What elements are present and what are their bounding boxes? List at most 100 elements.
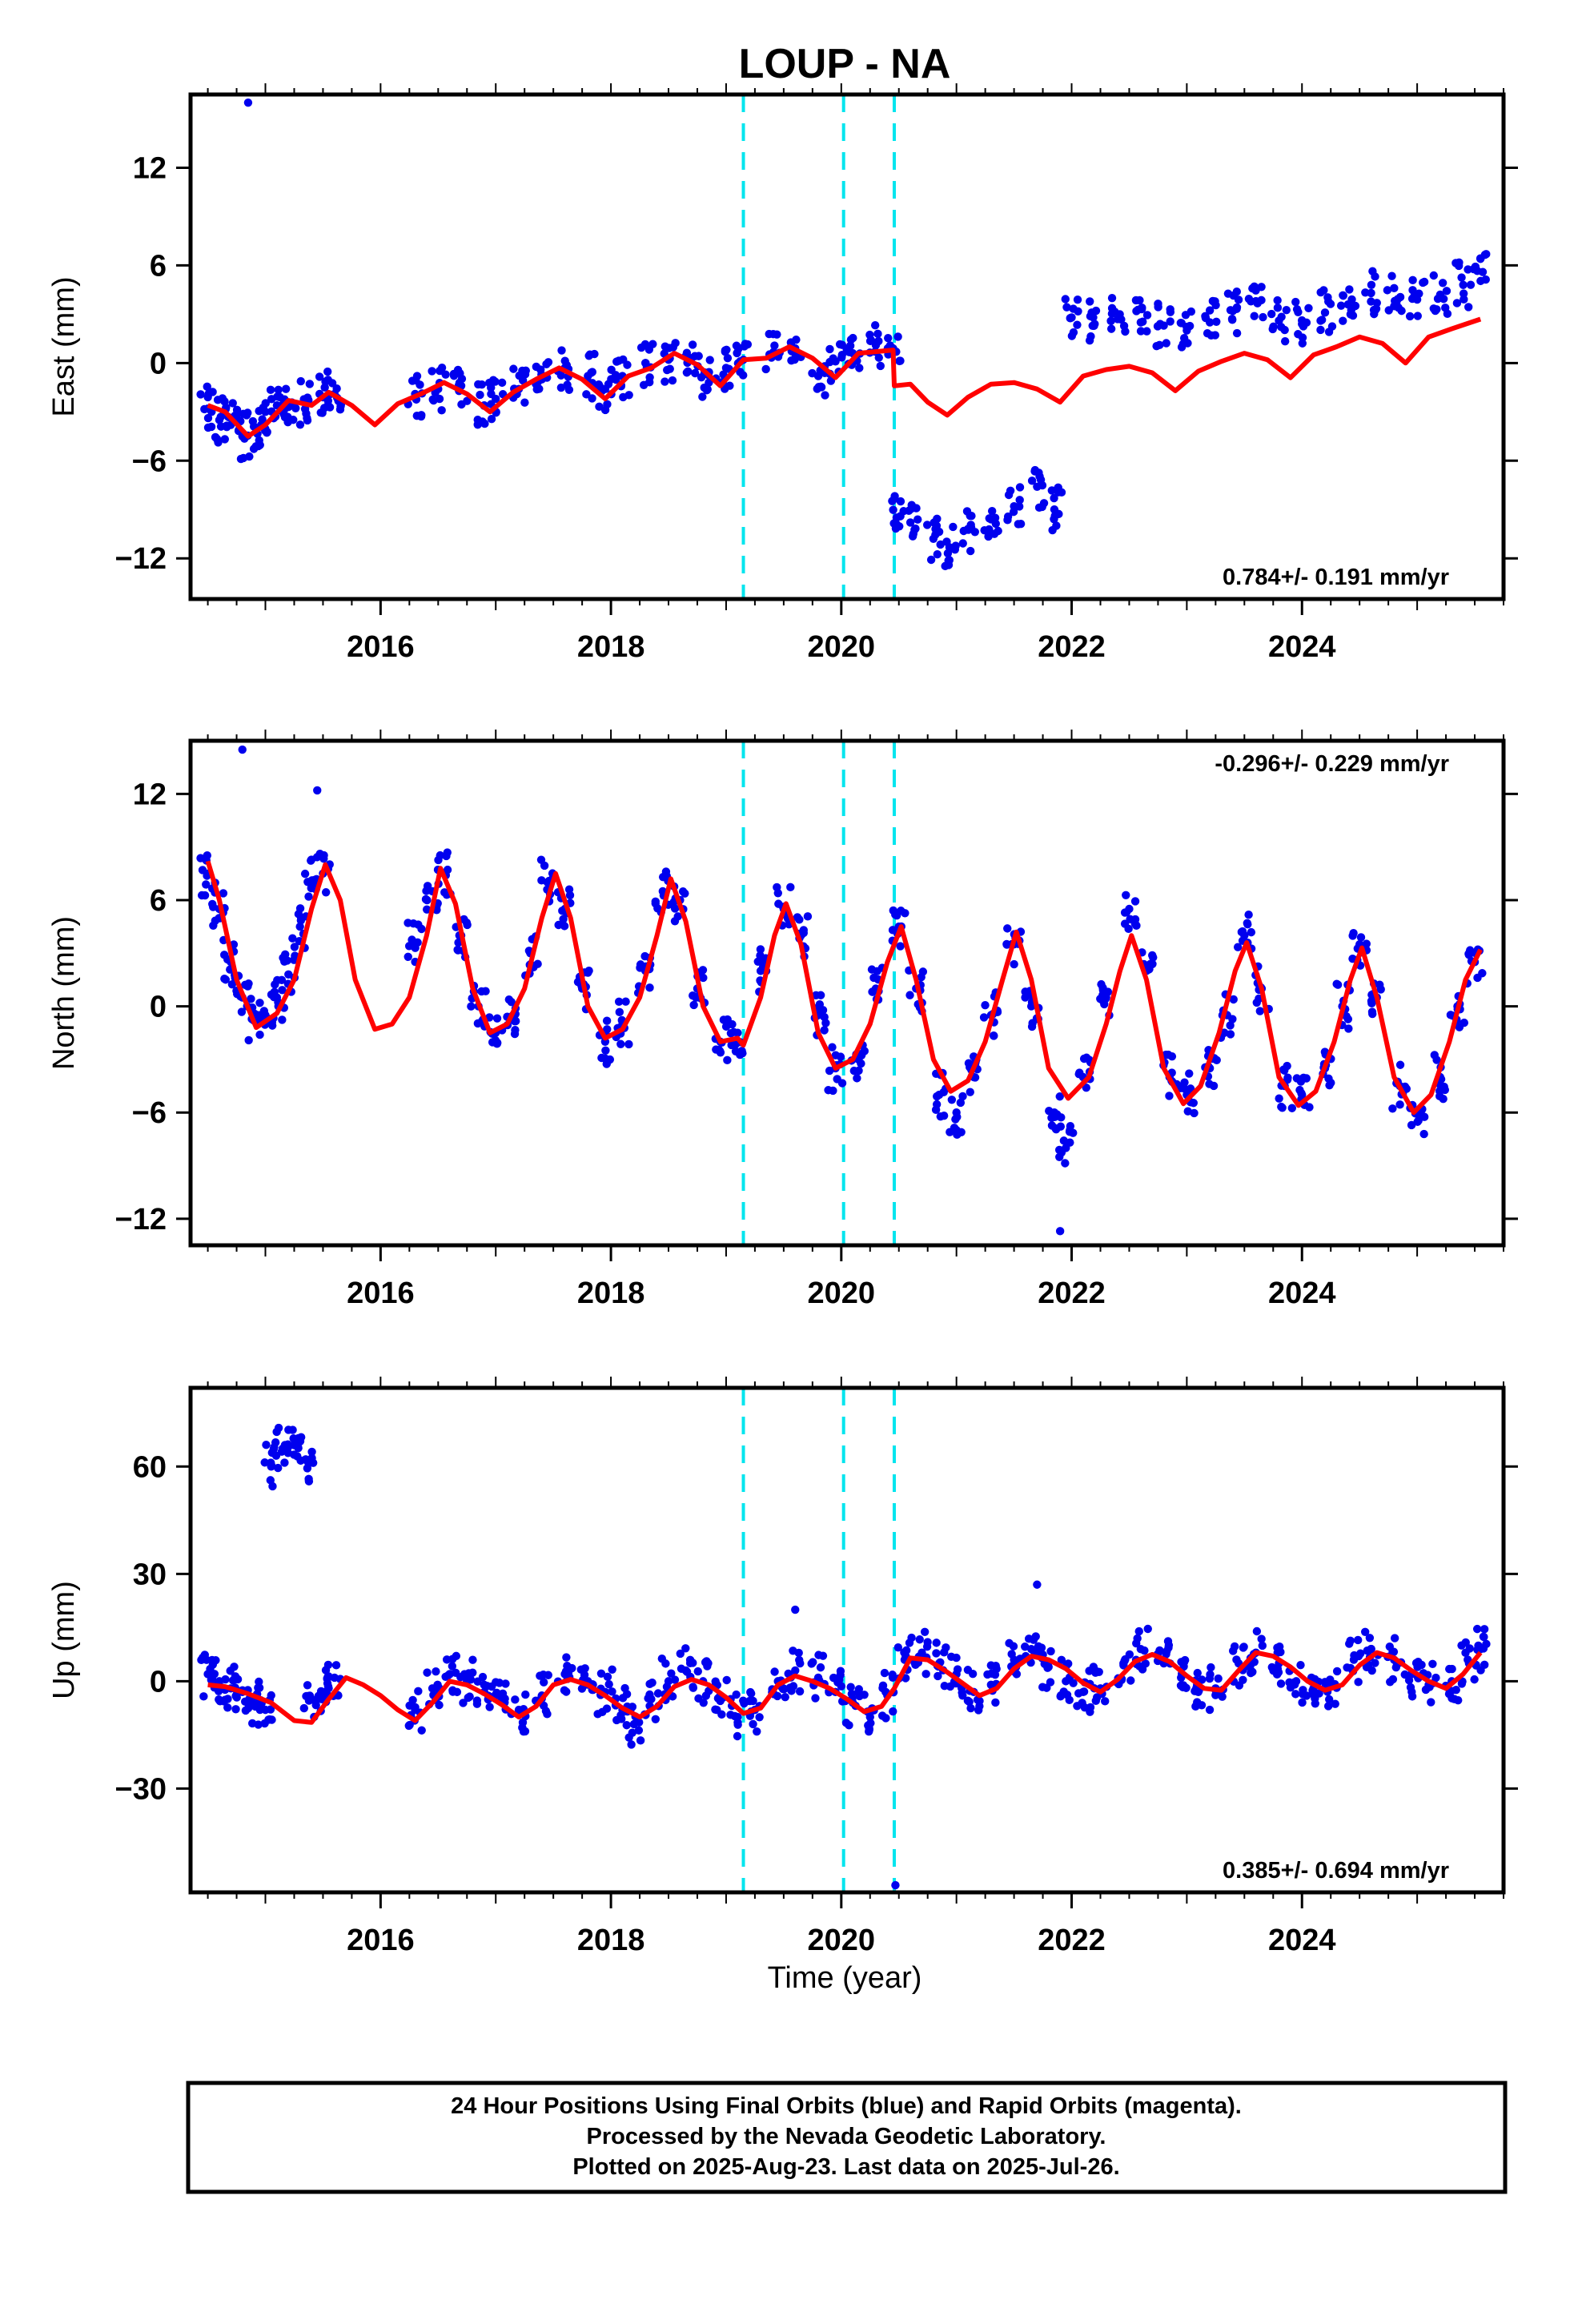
data-point <box>1471 263 1480 271</box>
data-point <box>1066 314 1074 323</box>
data-point <box>1460 1018 1469 1027</box>
data-point <box>1290 1678 1299 1687</box>
data-point <box>677 1664 686 1673</box>
data-point <box>865 336 875 346</box>
data-point <box>765 329 773 339</box>
data-point <box>1295 1085 1304 1095</box>
data-point <box>1457 273 1466 282</box>
data-point <box>645 983 654 992</box>
data-point <box>562 360 572 370</box>
data-point <box>444 1671 452 1680</box>
data-point <box>1259 312 1267 322</box>
data-point <box>907 1633 916 1642</box>
data-point <box>966 1703 975 1713</box>
footer-line-3: Plotted on 2025-Aug-23. Last data on 202… <box>572 2154 1119 2180</box>
data-point <box>717 1710 726 1719</box>
data-point <box>739 371 748 380</box>
data-point <box>970 1073 980 1082</box>
up-panel: 2016 2018 2020 2022 2024 60 30 0 −30 Up (mm) 0.385… <box>47 1377 1518 1957</box>
data-point <box>1117 315 1126 324</box>
data-point <box>1239 1675 1247 1684</box>
data-point <box>829 354 837 363</box>
data-point <box>945 556 954 565</box>
data-point <box>215 1695 223 1704</box>
data-point <box>203 382 211 392</box>
data-point <box>808 368 817 378</box>
data-point <box>845 1721 853 1730</box>
data-point <box>1155 1646 1164 1655</box>
data-point <box>223 423 231 432</box>
data-point <box>956 1098 966 1108</box>
data-point <box>795 1687 805 1696</box>
data-point <box>303 393 312 402</box>
data-point <box>653 904 662 913</box>
data-point <box>274 1423 283 1433</box>
data-point <box>294 910 303 919</box>
data-point <box>874 353 883 362</box>
data-point <box>933 549 942 559</box>
data-point <box>1302 1691 1311 1700</box>
north-panel: 2016 2018 2020 2022 2024 12 6 0 −6 −12 North (mm) -… <box>47 730 1518 1310</box>
data-point <box>942 1643 950 1652</box>
data-point <box>587 368 596 377</box>
data-point <box>1419 278 1427 287</box>
data-point <box>1120 919 1130 928</box>
data-point <box>1361 288 1370 297</box>
data-point <box>295 1437 305 1445</box>
data-point <box>1038 480 1047 490</box>
data-point <box>1050 515 1058 524</box>
data-point <box>623 360 632 369</box>
data-point <box>1054 1145 1064 1155</box>
data-point <box>1015 483 1025 492</box>
data-point <box>1388 1104 1397 1113</box>
data-point <box>255 999 264 1007</box>
data-point <box>303 1464 312 1473</box>
data-point <box>602 1016 612 1025</box>
data-point <box>1045 1107 1054 1116</box>
data-point <box>869 987 877 996</box>
data-point <box>733 1731 742 1741</box>
data-point <box>227 979 237 989</box>
data-point <box>787 1687 796 1695</box>
data-point <box>1078 1699 1086 1707</box>
data-point <box>457 374 467 384</box>
data-point <box>238 745 247 754</box>
data-point <box>495 1679 504 1687</box>
data-point <box>774 899 783 908</box>
data-point <box>915 1635 924 1644</box>
data-point <box>1155 320 1165 328</box>
data-point <box>580 1664 589 1673</box>
x-tick-label: 2024 <box>1268 630 1336 664</box>
rate-annotation: -0.296+/- 0.229 mm/yr <box>1215 751 1449 777</box>
data-point <box>920 1627 930 1636</box>
x-tick-label: 2024 <box>1268 1277 1336 1310</box>
data-point <box>1450 1695 1459 1703</box>
data-point <box>693 1667 702 1676</box>
data-point <box>821 391 829 400</box>
data-point <box>1132 1638 1141 1648</box>
data-point <box>1211 300 1220 310</box>
data-point <box>478 417 487 426</box>
data-point <box>1055 1152 1064 1161</box>
data-point <box>544 358 553 367</box>
data-point <box>243 98 253 107</box>
data-point <box>953 1130 962 1140</box>
data-point <box>295 922 304 931</box>
data-point <box>1369 305 1379 315</box>
data-point <box>1417 1660 1426 1670</box>
footer-line-1: 24 Hour Positions Using Final Orbits (bl… <box>451 2093 1242 2119</box>
data-point <box>773 1691 782 1701</box>
data-point <box>1119 321 1129 331</box>
data-point <box>1057 1655 1066 1665</box>
data-point <box>1331 1699 1339 1708</box>
data-point <box>1142 327 1151 336</box>
data-point <box>723 1055 732 1065</box>
data-point <box>448 1662 457 1671</box>
data-point <box>1107 293 1117 303</box>
data-point <box>221 1675 230 1684</box>
data-point <box>1205 306 1215 315</box>
data-point <box>947 1096 957 1104</box>
data-point <box>1442 287 1452 296</box>
data-point <box>300 869 310 879</box>
data-point <box>601 1046 610 1055</box>
